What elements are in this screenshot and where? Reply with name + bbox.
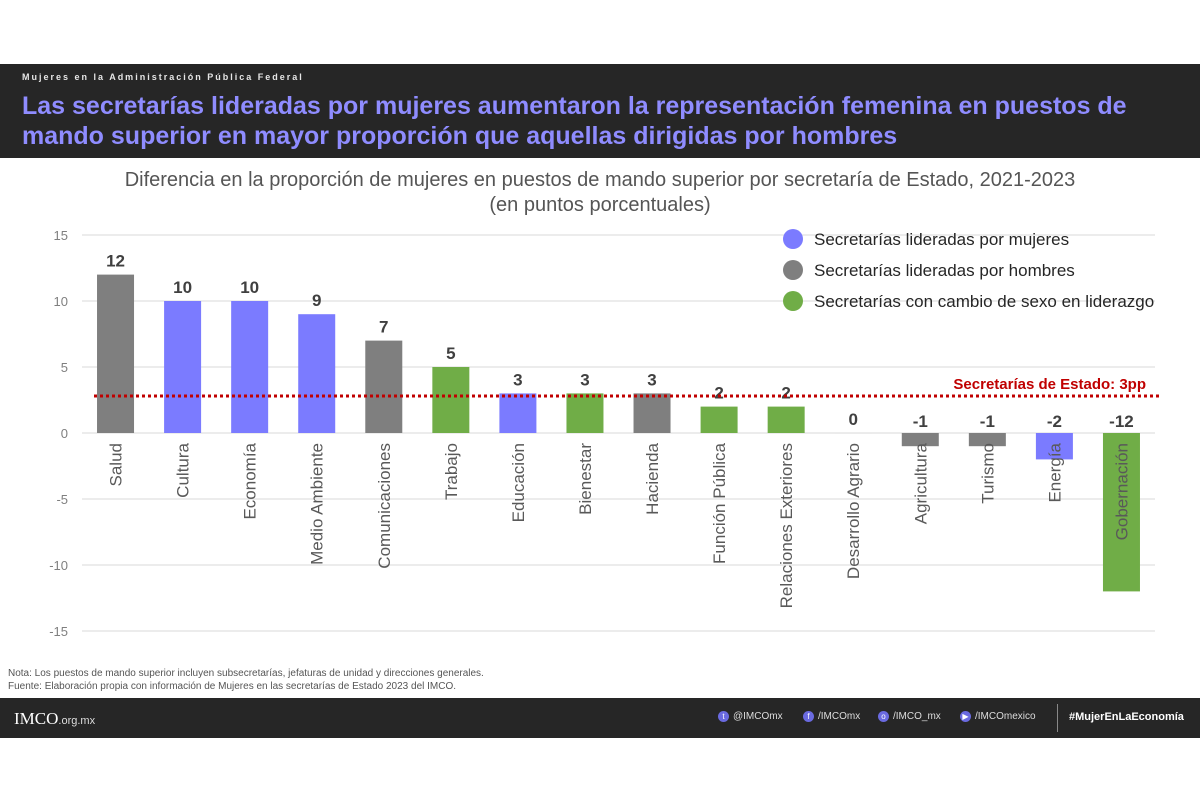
category-label: Bienestar [576,443,595,515]
logo-text: IMCO [14,709,59,728]
bar [298,314,336,433]
legend-label: Secretarías lideradas por hombres [814,261,1075,280]
bar [901,433,939,447]
category-label: Desarrollo Agrario [844,443,863,579]
data-label: 3 [580,370,589,389]
category-label: Energía [1045,442,1064,502]
youtube-link[interactable]: ▶ /IMCOmexico [960,711,1036,722]
page-headline: Las secretarías lideradas por mujeres au… [22,92,1127,150]
category-label: Educación [509,443,528,522]
data-label: 10 [173,278,192,297]
category-label: Salud [107,443,126,486]
data-label: 3 [647,370,656,389]
data-label: 7 [379,318,388,337]
youtube-handle: /IMCOmexico [975,711,1036,722]
imco-logo[interactable]: IMCO.org.mx [14,709,95,729]
category-label: Gobernación [1112,443,1131,540]
facebook-handle: /IMCOmx [818,711,861,722]
facebook-icon: f [803,711,814,722]
reference-line-label: Secretarías de Estado: 3pp [953,376,1146,393]
bar [1102,433,1140,592]
footer-bar: IMCO.org.mx t @IMCOmx f/IMCOmx o/IMCO_mx … [0,698,1200,738]
twitter-icon: t [718,711,729,722]
bar-chart: 151050-5-10-1512Salud10Cultura10Economía… [49,228,1160,639]
category-label: Cultura [174,442,193,497]
category-label: Medio Ambiente [308,443,327,565]
category-label: Hacienda [643,442,662,514]
data-label: 5 [446,344,455,363]
category-label: Turismo [978,443,997,504]
logo-suffix: .org.mx [58,715,96,727]
data-label: 0 [848,410,857,429]
twitter-link[interactable]: t @IMCOmx [718,711,783,722]
bar [499,393,537,433]
notes-block: Nota: Los puestos de mando superior incl… [8,667,484,693]
y-tick-label: -10 [49,558,68,573]
y-tick-label: 10 [54,294,68,309]
bar [566,393,604,433]
instagram-icon: o [878,711,889,722]
y-tick-label: 0 [61,426,68,441]
legend-label: Secretarías lideradas por mujeres [814,230,1069,249]
data-label: 2 [781,384,790,403]
category-label: Trabajo [442,443,461,500]
bar [1035,433,1073,460]
category-label: Economía [241,442,260,519]
instagram-handle: /IMCO_mx [893,711,941,722]
y-tick-label: -5 [56,492,68,507]
category-label: Agricultura [911,442,930,524]
bar [365,340,403,433]
legend-label: Secretarías con cambio de sexo en lidera… [814,292,1154,311]
data-label: 10 [240,278,259,297]
y-tick-label: -15 [49,624,68,639]
hashtag[interactable]: #MujerEnLaEconomía [1069,711,1184,723]
y-tick-label: 5 [61,360,68,375]
data-label: 3 [513,370,522,389]
footer-divider [1057,704,1058,732]
twitter-handle: @IMCOmx [733,711,783,722]
bar [767,406,805,433]
data-label: -2 [1047,412,1062,431]
instagram-link[interactable]: o/IMCO_mx [878,711,941,722]
source-text: Fuente: Elaboración propia con informaci… [8,681,457,692]
facebook-link[interactable]: f/IMCOmx [803,711,860,722]
category-label: Función Pública [710,442,729,564]
section-kicker: Mujeres en la Administración Pública Fed… [22,72,304,82]
note-text: Nota: Los puestos de mando superior incl… [8,668,484,679]
data-label: -1 [980,412,995,431]
header-bar: Mujeres en la Administración Pública Fed… [0,64,1200,158]
bar [97,274,135,433]
legend-marker [783,229,803,249]
category-label: Comunicaciones [375,443,394,569]
bar [700,406,738,433]
y-tick-label: 15 [54,228,68,243]
legend-marker [783,291,803,311]
chart-title: Diferencia en la proporción de mujeres e… [124,169,1076,191]
category-label: Relaciones Exteriores [777,443,796,608]
data-label: 2 [714,384,723,403]
chart-title-block: Diferencia en la proporción de mujeres e… [0,168,1200,218]
legend-marker [783,260,803,280]
data-label: 9 [312,291,321,310]
bar [164,301,202,433]
bar [633,393,671,433]
bar [432,367,470,433]
bar [968,433,1006,447]
bar [231,301,269,433]
data-label: -12 [1109,412,1134,431]
data-label: 12 [106,252,125,271]
data-label: -1 [913,412,928,431]
chart-subtitle: (en puntos porcentuales) [489,194,711,216]
youtube-icon: ▶ [960,711,971,722]
